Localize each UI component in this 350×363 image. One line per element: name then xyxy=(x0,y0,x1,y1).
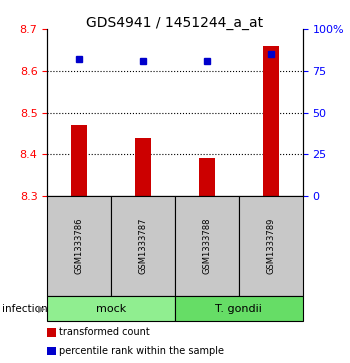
Text: mock: mock xyxy=(96,303,126,314)
Bar xyxy=(239,196,303,296)
Text: GSM1333786: GSM1333786 xyxy=(75,218,84,274)
Bar xyxy=(135,138,151,196)
Text: GDS4941 / 1451244_a_at: GDS4941 / 1451244_a_at xyxy=(86,16,264,30)
Bar xyxy=(175,296,303,321)
Text: transformed count: transformed count xyxy=(59,327,149,337)
Bar xyxy=(47,196,111,296)
Bar xyxy=(71,125,87,196)
Bar xyxy=(111,196,175,296)
Text: percentile rank within the sample: percentile rank within the sample xyxy=(59,346,224,356)
Text: infection: infection xyxy=(2,303,47,314)
Text: GSM1333788: GSM1333788 xyxy=(202,218,211,274)
Text: T. gondii: T. gondii xyxy=(216,303,262,314)
Bar xyxy=(199,158,215,196)
Bar xyxy=(263,46,279,196)
Bar xyxy=(47,296,175,321)
Bar xyxy=(175,196,239,296)
Text: GSM1333787: GSM1333787 xyxy=(139,218,148,274)
Text: ▶: ▶ xyxy=(37,303,45,314)
Text: GSM1333789: GSM1333789 xyxy=(266,218,275,274)
